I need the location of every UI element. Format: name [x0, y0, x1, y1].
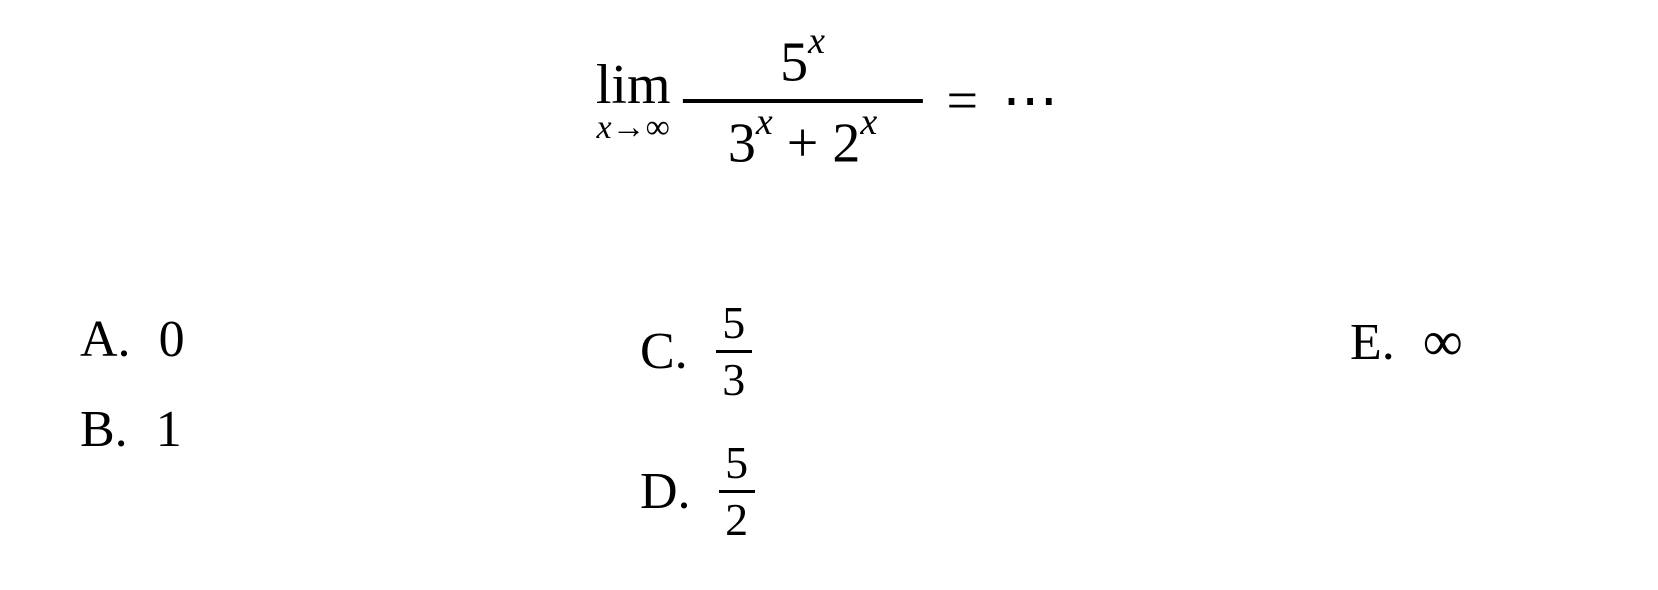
numerator: 5x	[772, 30, 833, 99]
den-plus: +	[773, 112, 833, 174]
lim-arrow: →	[612, 109, 646, 146]
option-c: C. 5 3	[640, 300, 752, 403]
option-a-label: A.	[80, 310, 131, 369]
lim-subscript: x→∞	[597, 111, 670, 145]
option-b: B. 1	[80, 400, 182, 459]
option-c-fraction: 5 3	[716, 300, 752, 403]
option-d-fraction: 5 2	[719, 440, 755, 543]
option-c-label: C.	[640, 322, 688, 381]
option-e-label: E.	[1350, 313, 1395, 372]
den-t2-base: 2	[832, 112, 860, 174]
lim-text: lim	[596, 57, 671, 113]
option-d-label: D.	[640, 462, 691, 521]
main-fraction: 5x 3x + 2x	[683, 30, 923, 171]
option-c-den: 3	[722, 353, 745, 403]
option-b-value: 1	[156, 400, 182, 459]
option-b-label: B.	[80, 400, 128, 459]
option-c-value: 5 3	[716, 300, 752, 403]
option-e-value: ∞	[1423, 310, 1463, 374]
answer-options: A. 0 B. 1 C. 5 3 D. 5 2 E. ∞	[0, 310, 1658, 590]
limit-equation: lim x→∞ 5x 3x + 2x = ⋯	[596, 30, 1062, 171]
option-d: D. 5 2	[640, 440, 755, 543]
denominator: 3x + 2x	[720, 103, 885, 172]
den-t1-base: 3	[728, 112, 756, 174]
option-c-num: 5	[722, 300, 745, 350]
option-d-value: 5 2	[719, 440, 755, 543]
lim-var: x	[597, 109, 612, 146]
option-d-num: 5	[725, 440, 748, 490]
lim-target: ∞	[646, 109, 670, 146]
equals-sign: =	[947, 69, 979, 133]
option-e: E. ∞	[1350, 310, 1463, 374]
num-exp: x	[808, 20, 825, 62]
limit-operator: lim x→∞	[596, 57, 671, 145]
num-base: 5	[780, 32, 808, 94]
den-t2-exp: x	[860, 101, 877, 143]
option-d-den: 2	[725, 493, 748, 543]
ellipsis: ⋯	[1002, 68, 1062, 133]
option-a: A. 0	[80, 310, 185, 369]
option-a-value: 0	[159, 310, 185, 369]
den-t1-exp: x	[756, 101, 773, 143]
